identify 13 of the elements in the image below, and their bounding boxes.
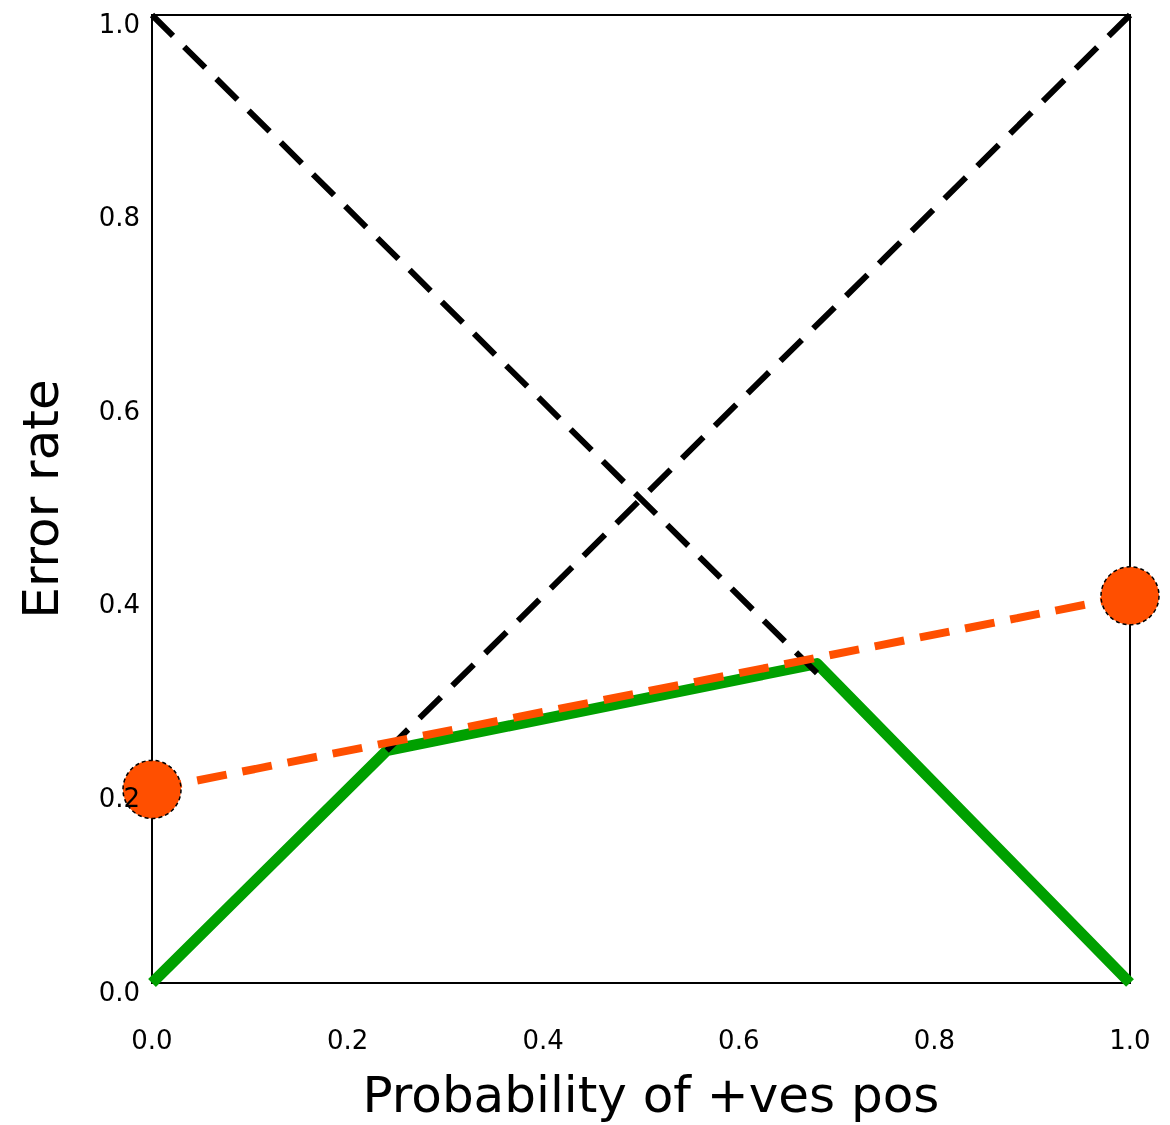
y-axis-title: Error rate bbox=[12, 379, 70, 619]
x-tick-label: 0.0 bbox=[131, 1025, 173, 1055]
x-tick-label: 0.6 bbox=[718, 1025, 760, 1055]
x-tick-label: 1.0 bbox=[1109, 1025, 1151, 1055]
x-tick-label: 0.8 bbox=[913, 1025, 956, 1055]
x-tick-label: 0.2 bbox=[326, 1025, 369, 1055]
x-axis-title: Probability of +ves pos bbox=[362, 1066, 940, 1124]
y-tick-label: 0.0 bbox=[98, 976, 140, 1007]
y-tick-label: 0.4 bbox=[98, 589, 140, 620]
x-tick-label: 0.4 bbox=[522, 1025, 564, 1055]
y-tick-label: 0.8 bbox=[98, 202, 140, 233]
y-tick-label: 1.0 bbox=[98, 8, 140, 39]
y-tick-label: 0.6 bbox=[98, 395, 140, 426]
